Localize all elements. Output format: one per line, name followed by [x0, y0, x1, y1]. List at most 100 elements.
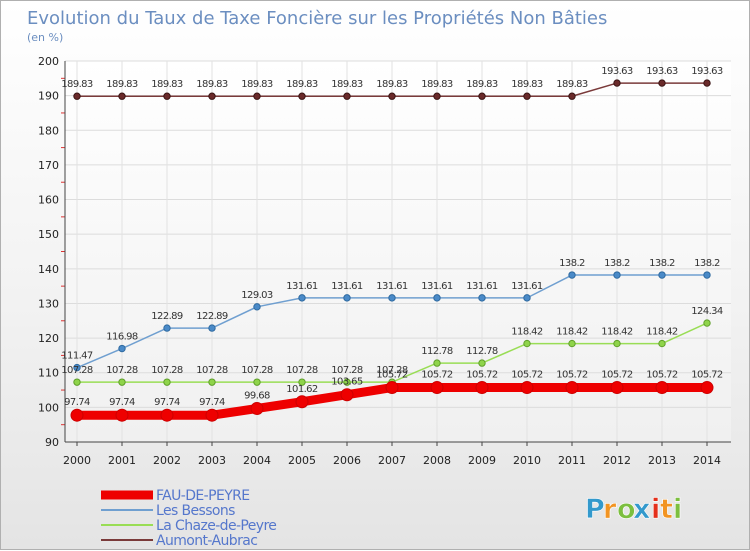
data-point: [253, 303, 261, 311]
data-point: [388, 92, 396, 100]
data-label: 131.61: [376, 281, 408, 292]
data-label: 105.72: [556, 370, 588, 381]
data-point: [520, 381, 534, 395]
data-point: [208, 324, 216, 332]
x-tick-label: 2007: [378, 454, 406, 467]
data-point: [298, 294, 306, 302]
data-label: 105.72: [511, 370, 543, 381]
logo-letter: o: [617, 494, 636, 525]
data-point: [478, 359, 486, 367]
data-point: [523, 92, 531, 100]
logo-letter: t: [660, 494, 673, 525]
x-tick-label: 2006: [333, 454, 361, 467]
data-label: 105.72: [376, 370, 408, 381]
logo-letter: i: [651, 494, 660, 525]
data-point: [160, 408, 174, 422]
data-label: 131.61: [466, 281, 498, 292]
data-label: 189.83: [331, 79, 363, 90]
data-point: [610, 381, 624, 395]
data-point: [298, 378, 306, 386]
data-label: 105.72: [421, 370, 453, 381]
chart-title: Evolution du Taux de Taxe Foncière sur l…: [27, 8, 607, 29]
data-label: 97.74: [109, 397, 135, 408]
data-label: 189.83: [61, 79, 93, 90]
data-point: [205, 408, 219, 422]
data-label: 138.2: [694, 258, 720, 269]
data-point: [385, 381, 399, 395]
data-label: 105.72: [601, 370, 633, 381]
series-fau-de-peyre: [70, 381, 714, 422]
data-label: 116.98: [106, 332, 138, 343]
data-label: 107.28: [151, 365, 183, 376]
data-label: 131.61: [331, 281, 363, 292]
data-point: [343, 378, 351, 386]
data-point: [388, 294, 396, 302]
data-label: 103.65: [331, 377, 363, 388]
data-point: [163, 92, 171, 100]
data-label: 189.83: [421, 79, 453, 90]
data-point: [613, 339, 621, 348]
data-label: 111.47: [61, 351, 93, 362]
data-label: 122.89: [151, 311, 183, 322]
data-point: [703, 319, 711, 327]
data-point: [655, 381, 669, 395]
data-point: [163, 378, 171, 386]
data-label: 118.42: [601, 327, 633, 338]
data-label: 101.62: [286, 384, 318, 395]
data-label: 138.2: [604, 258, 630, 269]
chart-subtitle: (en %): [27, 31, 63, 44]
data-point: [658, 339, 666, 348]
data-point: [118, 92, 126, 100]
y-tick-label: 110: [38, 367, 59, 380]
data-label: 107.28: [106, 365, 138, 376]
data-point: [478, 92, 486, 100]
data-point: [163, 324, 171, 332]
data-label: 97.74: [64, 397, 90, 408]
data-label: 131.61: [511, 281, 543, 292]
data-point: [115, 408, 129, 422]
data-label: 193.63: [646, 66, 678, 77]
y-tick-label: 180: [38, 124, 59, 137]
data-label: 138.2: [649, 258, 675, 269]
data-label: 138.2: [559, 258, 585, 269]
data-point: [568, 271, 576, 279]
data-point: [568, 339, 576, 348]
data-point: [700, 381, 714, 395]
logo-letter: i: [673, 494, 682, 525]
data-label: 193.63: [691, 66, 723, 77]
data-label: 99.68: [244, 390, 270, 401]
data-point: [568, 92, 576, 100]
x-tick-label: 2005: [288, 454, 316, 467]
data-point: [703, 79, 711, 87]
x-tick-label: 2004: [243, 454, 271, 467]
x-tick-label: 2014: [693, 454, 721, 467]
data-point: [208, 378, 216, 386]
data-label: 189.83: [511, 79, 543, 90]
data-point: [613, 271, 621, 279]
data-point: [70, 408, 84, 422]
proxiti-logo: Pr ox i t i: [585, 494, 683, 526]
data-label: 97.74: [154, 397, 180, 408]
data-label: 105.72: [646, 370, 678, 381]
y-tick-label: 90: [45, 436, 59, 449]
series-aumont-aubrac: [73, 79, 711, 100]
x-tick-label: 2009: [468, 454, 496, 467]
data-label: 107.28: [241, 365, 273, 376]
data-label: 189.83: [376, 79, 408, 90]
data-label: 131.61: [286, 281, 318, 292]
x-tick-label: 2001: [108, 454, 136, 467]
data-point: [523, 339, 531, 348]
data-label: 107.28: [196, 365, 228, 376]
x-tick-label: 2013: [648, 454, 676, 467]
data-label: 118.42: [646, 327, 678, 338]
legend-label-fau-de-peyre: FAU-DE-PEYRE: [156, 488, 250, 504]
data-point: [433, 92, 441, 100]
data-label: 189.83: [196, 79, 228, 90]
logo-letter: x: [633, 494, 650, 525]
data-point: [253, 378, 261, 386]
x-tick-label: 2003: [198, 454, 226, 467]
data-label: 129.03: [241, 290, 273, 301]
data-point: [430, 381, 444, 395]
data-point: [208, 92, 216, 100]
